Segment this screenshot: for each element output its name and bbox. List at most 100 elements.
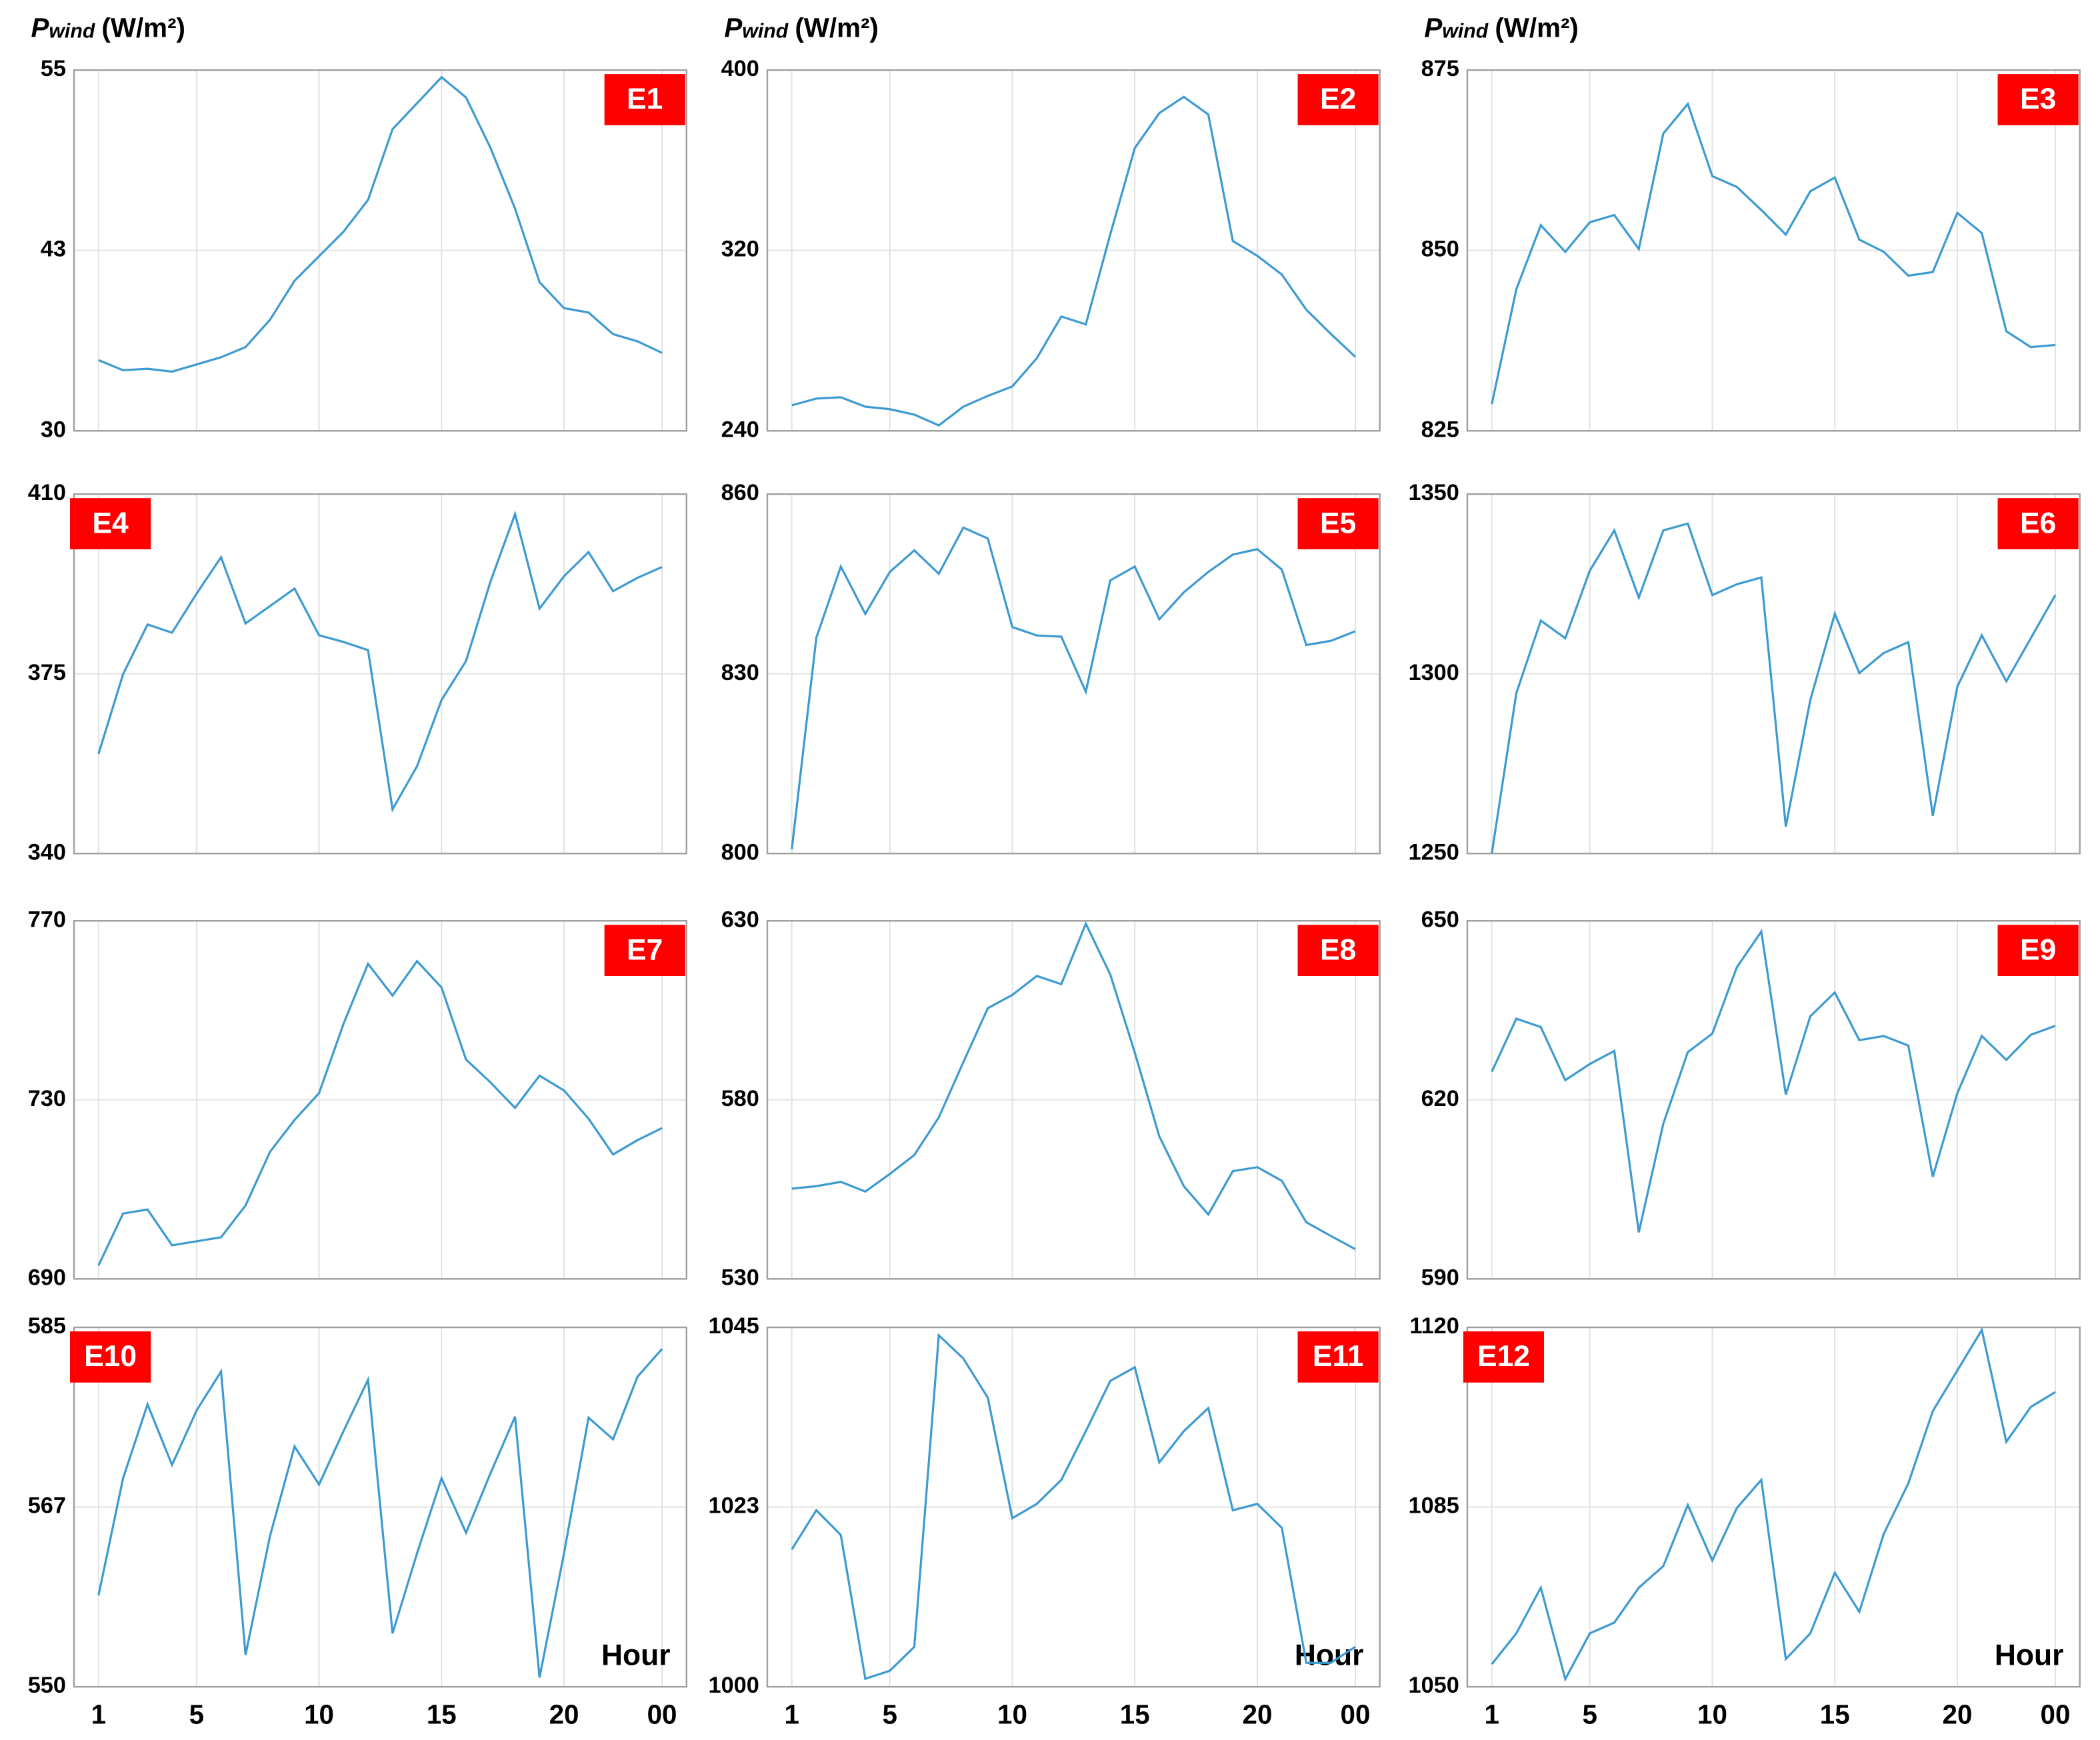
panel: 30 43 55 E1 Pwind (W/m²)	[31, 12, 688, 442]
panel: 1250 1300 1350 E6	[1409, 480, 2081, 865]
x-tick-label: 5	[882, 1699, 897, 1729]
y-tick-label: 1023	[709, 1493, 759, 1519]
y-axis-label: Pwind (W/m²)	[1424, 12, 1579, 43]
y-tick-label: 630	[721, 907, 759, 932]
panel-label: E4	[92, 507, 129, 539]
y-tick-label: 650	[1421, 907, 1459, 932]
x-tick-label: 00	[647, 1699, 677, 1729]
y-tick-label: 240	[721, 417, 759, 442]
panel: 690 730 770 E7	[28, 907, 688, 1290]
panel-label: E10	[84, 1340, 137, 1373]
x-tick-label: 5	[189, 1699, 204, 1729]
axes-frame	[73, 920, 688, 1280]
x-tick-label: 1	[91, 1699, 106, 1729]
x-axis-label: Hour	[601, 1639, 671, 1671]
axes-frame	[1466, 1326, 2081, 1688]
x-tick-label: 10	[997, 1699, 1027, 1729]
data-line	[791, 921, 1356, 1251]
y-tick-label: 567	[28, 1493, 66, 1519]
x-tick-label: 20	[1943, 1699, 1973, 1729]
y-tick-label: 1120	[1409, 1313, 1459, 1339]
panel-badge	[70, 498, 151, 549]
axes-frame	[73, 69, 688, 432]
x-tick-label: 15	[1820, 1699, 1850, 1729]
panel-label: E7	[627, 933, 663, 966]
x-tick-label: 15	[427, 1699, 457, 1729]
data-line	[791, 526, 1356, 850]
y-axis-unit: (W/m²)	[1495, 12, 1579, 43]
panel-badge	[604, 74, 685, 125]
y-tick-label: 375	[28, 660, 66, 685]
panel-badge	[1297, 74, 1379, 125]
x-tick-label: 20	[1243, 1699, 1273, 1729]
data-line	[1491, 929, 2056, 1233]
x-tick-label: 5	[1582, 1699, 1597, 1729]
data-line	[1491, 522, 2057, 854]
x-tick-label: 1	[1484, 1699, 1499, 1729]
y-tick-label: 320	[721, 237, 759, 262]
y-tick-label: 55	[41, 56, 66, 81]
data-line	[97, 1348, 663, 1678]
x-tick-label: 20	[549, 1699, 579, 1729]
data-line	[1491, 1327, 2056, 1682]
x-tick-label: 15	[1120, 1699, 1150, 1729]
axes-frame	[1466, 69, 2081, 432]
y-tick-label: 770	[28, 907, 66, 932]
data-line	[98, 75, 663, 373]
y-axis-label: Pwind (W/m²)	[724, 12, 879, 43]
y-axis-subscript: wind	[49, 21, 95, 43]
y-axis-subscript: wind	[1442, 21, 1488, 43]
y-tick-label: 43	[41, 237, 66, 262]
y-tick-label: 340	[28, 839, 66, 865]
y-axis-symbol: P	[31, 12, 49, 43]
y-axis-label: Pwind (W/m²)	[31, 12, 185, 43]
y-tick-label: 400	[721, 56, 759, 81]
axes-frame	[73, 493, 688, 855]
x-tick-label: 00	[2041, 1699, 2071, 1729]
panel-label: E11	[1313, 1340, 1364, 1373]
x-tick-label: 00	[1341, 1699, 1371, 1729]
y-tick-label: 1045	[709, 1313, 759, 1339]
y-tick-label: 730	[28, 1086, 66, 1111]
panel-label: E9	[2020, 933, 2056, 966]
axes-frame	[1466, 920, 2081, 1280]
axes-frame	[766, 493, 1381, 855]
panel-label: E3	[2020, 83, 2056, 115]
y-tick-label: 530	[721, 1265, 759, 1290]
y-tick-label: 620	[1421, 1086, 1459, 1111]
data-line	[1491, 101, 2056, 405]
panel-label: E5	[1320, 507, 1356, 539]
x-axis-label: Hour	[1295, 1639, 1364, 1671]
y-tick-label: 1050	[1409, 1673, 1459, 1698]
axes-frame	[1466, 493, 2081, 855]
panel-badge	[70, 1331, 151, 1383]
y-tick-label: 825	[1421, 417, 1459, 442]
y-axis-unit: (W/m²)	[795, 12, 879, 43]
panel-label: E1	[627, 83, 663, 115]
data-line	[97, 510, 663, 813]
axes-frame	[73, 1326, 688, 1688]
panel-label: E2	[1320, 83, 1356, 115]
panel: 825 850 875 E3 Pwind (W/m²)	[1421, 12, 2081, 442]
y-tick-label: 1300	[1409, 660, 1459, 685]
panel-badge	[1297, 1331, 1379, 1383]
y-tick-label: 860	[721, 480, 759, 505]
y-tick-label: 850	[1421, 237, 1459, 262]
x-tick-label: 1	[784, 1699, 799, 1729]
y-tick-label: 830	[721, 660, 759, 685]
panel-badge	[1997, 498, 2079, 549]
data-line	[791, 95, 1357, 427]
panel-badge	[1297, 498, 1379, 549]
y-tick-label: 1350	[1409, 480, 1459, 505]
panel-badge	[1997, 925, 2079, 977]
panel-badge	[1297, 925, 1379, 977]
data-line	[791, 1333, 1356, 1681]
y-axis-unit: (W/m²)	[101, 12, 185, 43]
panel: 240 320 400 E2 Pwind (W/m²)	[721, 12, 1381, 442]
x-axis-label: Hour	[1995, 1639, 2064, 1671]
y-tick-label: 590	[1421, 1265, 1459, 1290]
